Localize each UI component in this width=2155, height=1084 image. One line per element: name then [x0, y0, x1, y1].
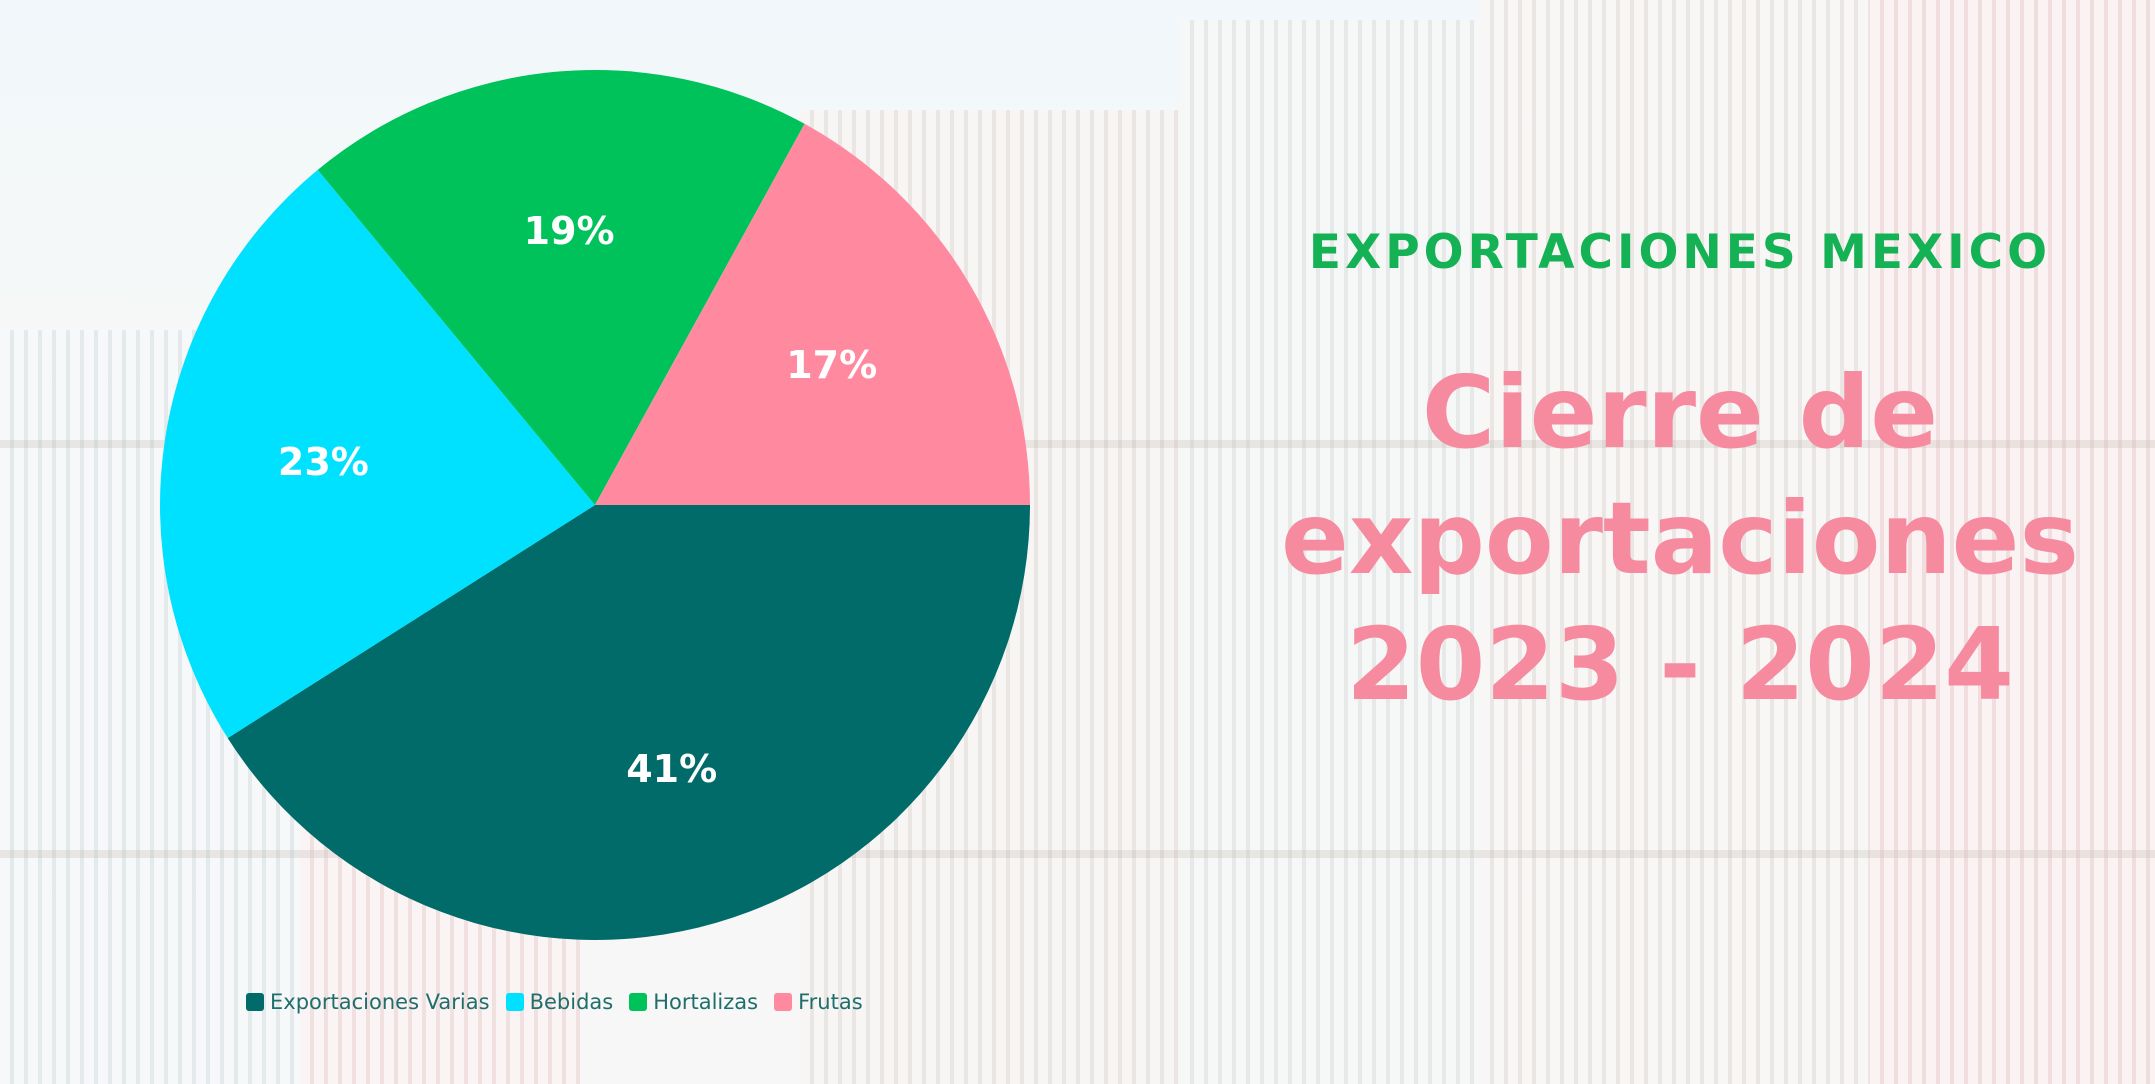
pie-chart: 41% 23% 19% 17% [150, 60, 1040, 950]
legend-swatch [774, 993, 793, 1011]
title-block: EXPORTACIONES MEXICO Cierre de exportaci… [1240, 225, 2120, 728]
slice-label-3: 19% [524, 209, 615, 253]
pie-slice-2 [160, 169, 595, 739]
legend-item-2: Bebidas [505, 990, 614, 1014]
legend-item-1: Exportaciones Varias [246, 990, 490, 1014]
legend-swatch [629, 993, 648, 1011]
pie-slice-1 [227, 505, 1030, 940]
legend-item-3: Hortalizas [629, 990, 758, 1014]
slice-label-2: 23% [278, 440, 369, 484]
headline-line-3: 2023 - 2024 [1346, 606, 2014, 723]
headline-line-1: Cierre de [1421, 354, 1939, 471]
legend-item-4: Frutas [774, 990, 863, 1014]
legend-swatch [505, 993, 524, 1011]
headline-line-2: exportaciones [1281, 480, 2079, 597]
legend-label: Hortalizas [653, 990, 759, 1014]
legend-label: Exportaciones Varias [270, 990, 490, 1014]
legend-swatch [246, 993, 264, 1011]
pie-slice-4 [595, 123, 1030, 506]
pie-slice-3 [317, 70, 805, 505]
slice-label-4: 17% [786, 343, 877, 387]
chart-legend: Exportaciones Varias Bebidas Hortalizas Fru… [246, 990, 863, 1014]
legend-label: Bebidas [529, 990, 614, 1014]
legend-label: Frutas [798, 990, 863, 1014]
kicker-title: EXPORTACIONES MEXICO [1308, 225, 2052, 280]
slice-label-1: 41% [626, 747, 717, 791]
